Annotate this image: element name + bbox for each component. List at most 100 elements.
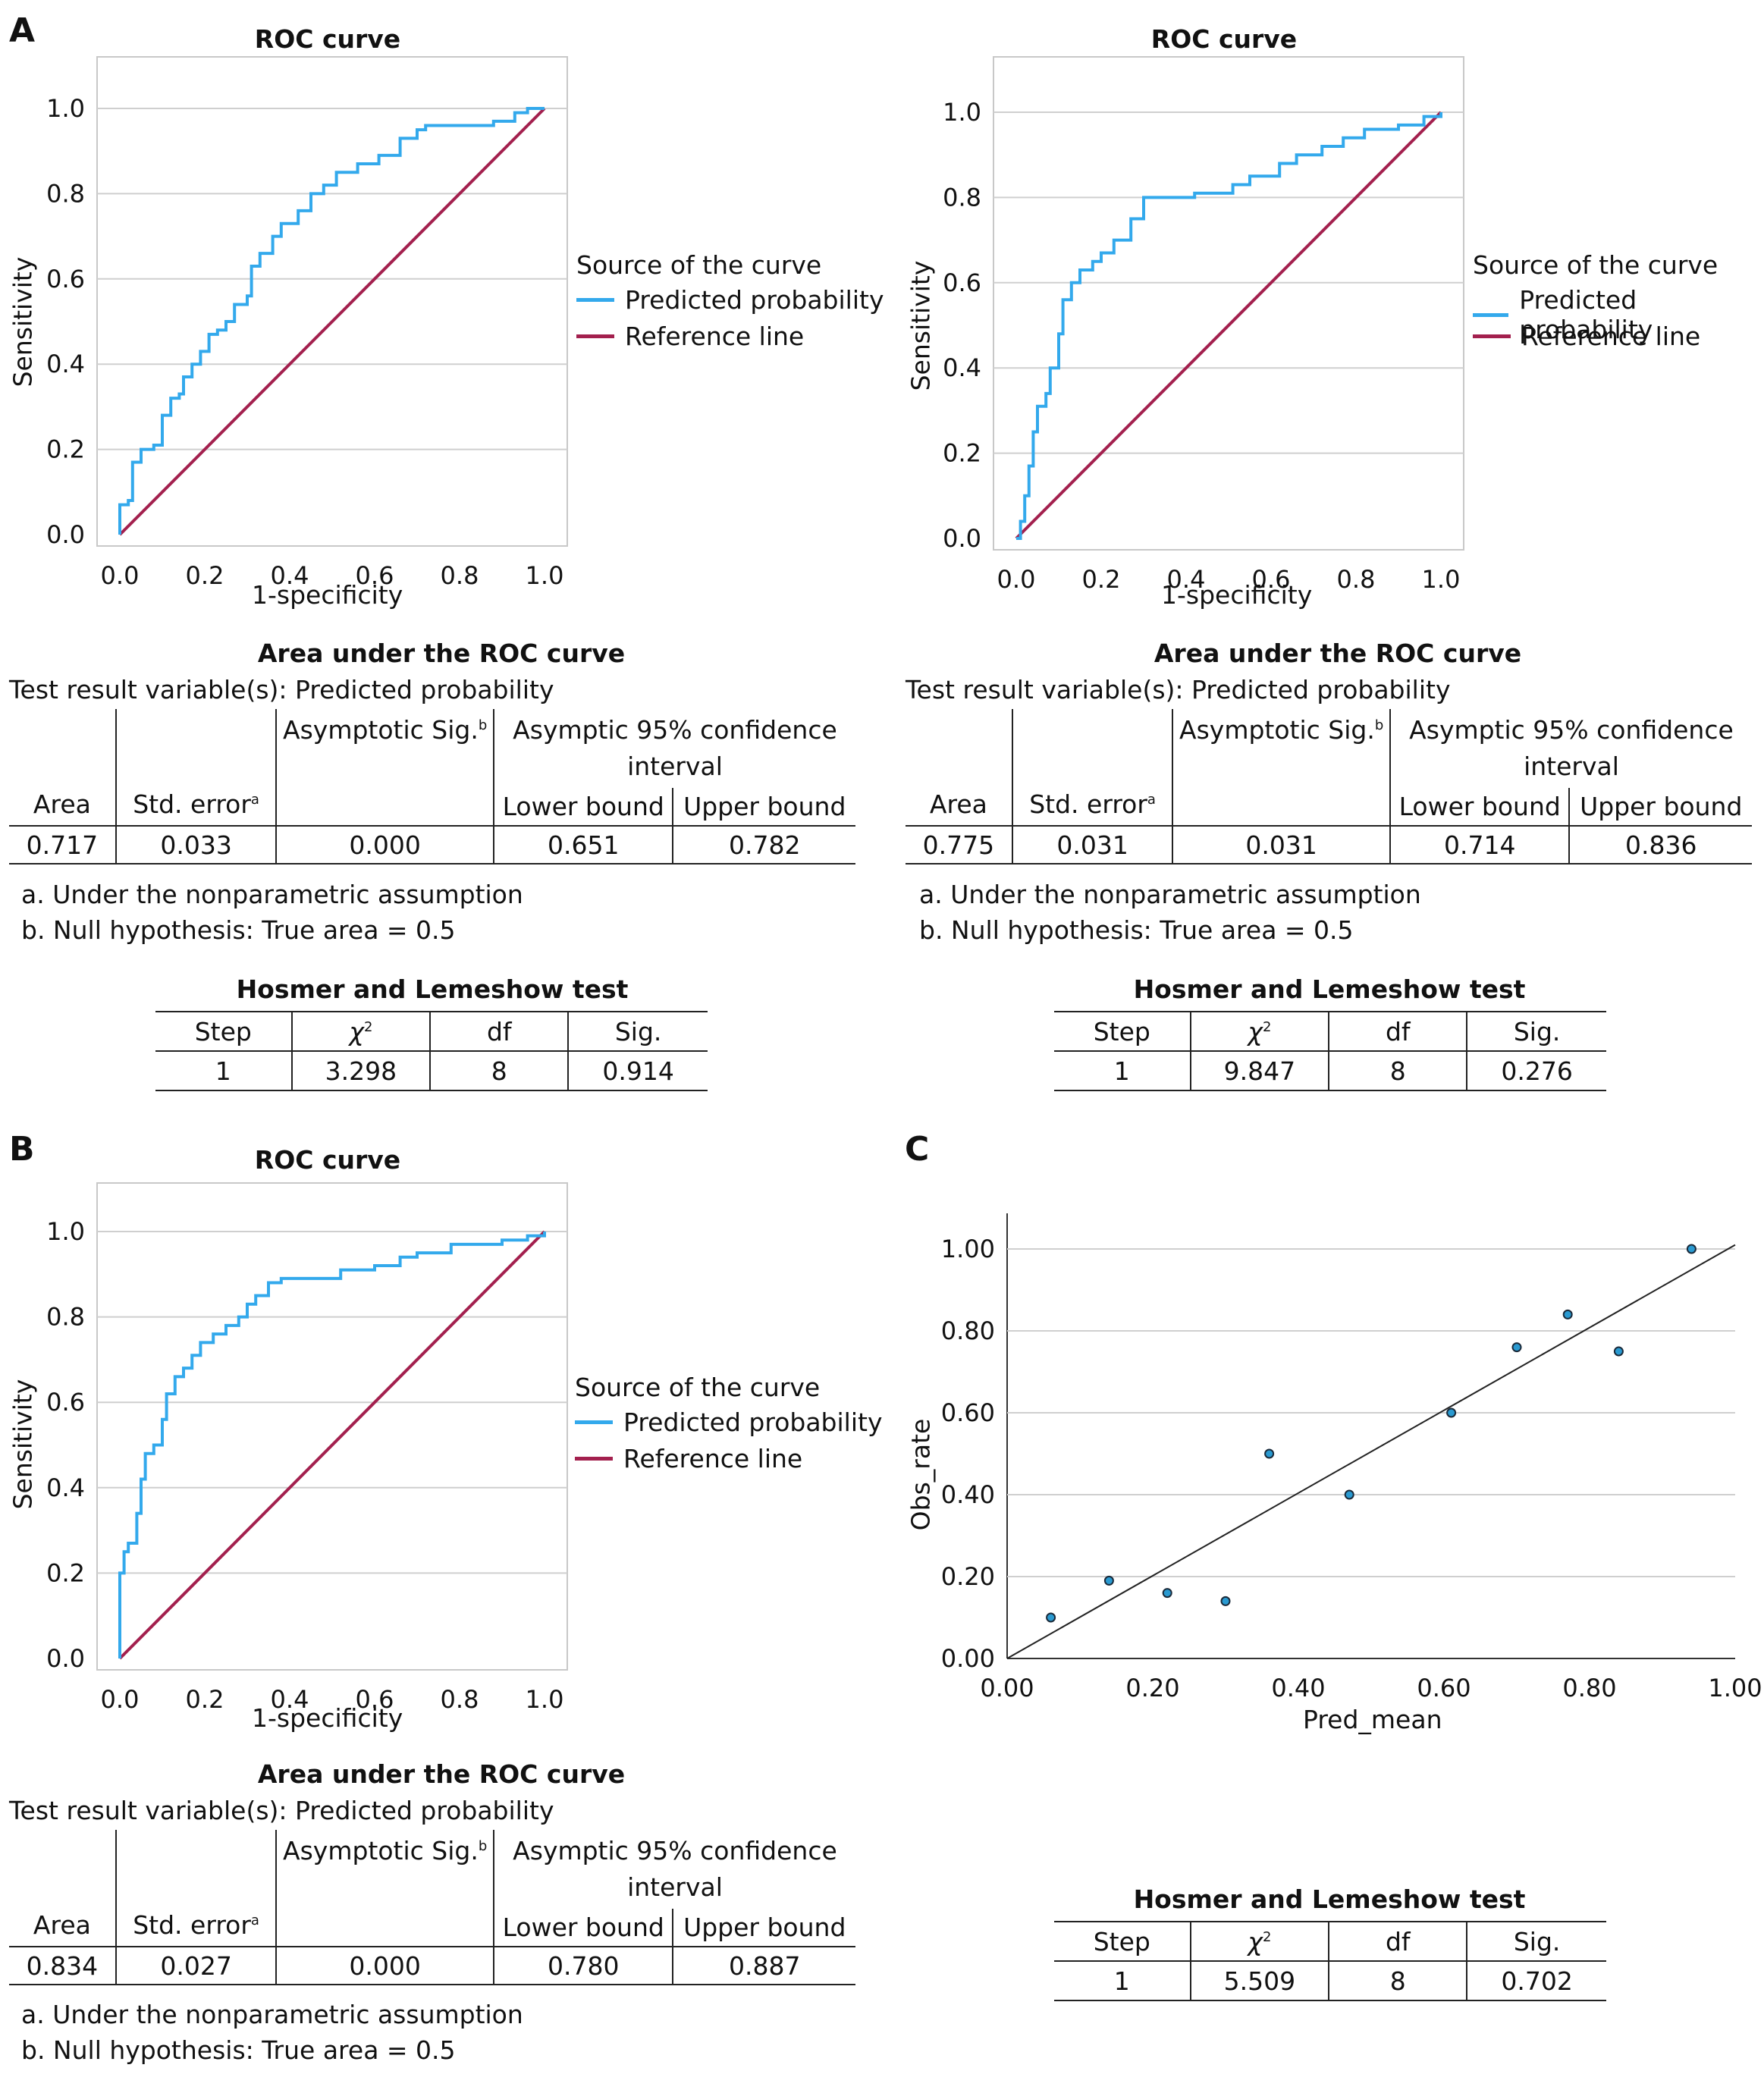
reference-line (1015, 111, 1442, 540)
table-row: 0.717 0.033 0.000 0.651 0.782 (9, 825, 855, 864)
y-tick-label: 1.0 (46, 94, 85, 123)
x-tick-label: 1.00 (1708, 1674, 1762, 1702)
table-row: 1 5.509 8 0.702 (1054, 1961, 1606, 2001)
hl-cell-chi: 5.509 (1189, 1961, 1329, 2001)
scatter-point (1613, 1346, 1624, 1357)
cell-lower: 0.780 (492, 1946, 673, 1985)
roc-curve (1016, 112, 1442, 540)
auc-table-title-a-right: Area under the ROC curve (1154, 639, 1522, 668)
legend-swatch-red (576, 334, 614, 338)
cell-area: 0.775 (906, 825, 1012, 864)
cell-upper: 0.836 (1568, 825, 1752, 864)
cell-stderr: 0.033 (115, 825, 277, 864)
legend-swatch-blue (575, 1420, 613, 1424)
x-tick-label: 0.8 (1337, 565, 1376, 594)
y-axis-label-b: Sensitivity (8, 1379, 38, 1510)
hl-col-chi: χ2 (1189, 1011, 1329, 1052)
y-tick-label: 1.00 (941, 1235, 995, 1263)
x-tick-label: 0.60 (1417, 1674, 1471, 1702)
y-tick-label: 0.0 (943, 524, 981, 553)
note-b-b: b. Null hypothesis: True area = 0.5 (21, 2035, 456, 2065)
y-tick-label: 0.2 (943, 439, 981, 468)
y-tick-label: 0.2 (46, 1558, 85, 1587)
table-row: 0.775 0.031 0.031 0.714 0.836 (906, 825, 1752, 864)
col-upper-header: Upper bound (1568, 788, 1752, 826)
panel-letter-a: A (9, 11, 36, 50)
auc-table-b: Area Std. errora Asymptotic Sig.b Asympt… (9, 1830, 855, 1985)
hl-col-df: df (429, 1011, 569, 1052)
y-tick-label: 0.6 (46, 1388, 85, 1417)
col-stderr-header: Std. errora (1011, 709, 1173, 826)
hl-cell-step: 1 (1054, 1051, 1191, 1091)
hl-table-title-a-right: Hosmer and Lemeshow test (1133, 974, 1526, 1004)
legend-title-b: Source of the curve (575, 1373, 821, 1402)
hl-cell-df: 8 (429, 1051, 569, 1091)
col-sig-header: Asymptotic Sig.b (275, 709, 494, 826)
y-tick-label: 1.0 (943, 98, 981, 127)
legend-item-reference-a-right: Reference line (1473, 322, 1700, 351)
auc-table-title-b: Area under the ROC curve (257, 1759, 626, 1789)
y-tick-label: 0.8 (46, 1303, 85, 1332)
legend-label: Reference line (625, 322, 805, 351)
hl-col-sig: Sig. (567, 1011, 708, 1052)
y-tick-label: 0.6 (943, 268, 981, 297)
col-area-header: Area (929, 789, 987, 819)
cell-stderr: 0.031 (1011, 825, 1173, 864)
table-row: 1 3.298 8 0.914 (155, 1051, 708, 1091)
x-tick-label: 0.6 (1252, 565, 1291, 594)
panel-letter-c: C (905, 1130, 930, 1169)
hl-col-step: Step (155, 1011, 292, 1052)
x-tick-label: 0.8 (441, 561, 479, 590)
cell-lower: 0.651 (492, 825, 673, 864)
table-row: 0.834 0.027 0.000 0.780 0.887 (9, 1946, 855, 1985)
x-tick-label: 0.00 (980, 1674, 1034, 1702)
col-stderr-header: Std. errora (115, 1830, 277, 1947)
cell-sig: 0.000 (275, 825, 494, 864)
hl-cell-sig: 0.702 (1466, 1961, 1606, 2001)
scatter-point (1264, 1448, 1275, 1459)
cell-stderr: 0.027 (115, 1946, 277, 1985)
x-tick-label: 0.2 (1082, 565, 1121, 594)
legend-label: Predicted probability (623, 1407, 883, 1437)
hl-table-title-a-left: Hosmer and Lemeshow test (236, 974, 629, 1004)
col-upper-header: Upper bound (672, 788, 855, 826)
y-tick-label: 0.80 (941, 1316, 995, 1345)
roc-curve (118, 107, 545, 535)
note-a-a-left: a. Under the nonparametric assumption (21, 880, 523, 909)
legend-swatch-blue (1473, 312, 1509, 317)
plot-frame (96, 1182, 568, 1671)
col-lower-header: Lower bound (492, 1909, 673, 1947)
hl-cell-df: 8 (1328, 1051, 1467, 1091)
legend-label: Predicted probability (1519, 285, 1653, 344)
y-tick-label: 0.00 (941, 1644, 995, 1673)
col-ci-header: Asymptic 95% confidence interval (492, 709, 855, 788)
scatter-point (1103, 1575, 1114, 1586)
y-tick-label: 1.0 (46, 1217, 85, 1246)
auc-table-subtitle-b: Test result variable(s): Predicted proba… (9, 1796, 554, 1825)
scatter-point (1344, 1489, 1354, 1500)
hl-col-df: df (1328, 1011, 1467, 1052)
cell-area: 0.834 (9, 1946, 116, 1985)
x-tick-label: 0.40 (1271, 1674, 1325, 1702)
col-stderr-header: Std. errora (115, 709, 277, 826)
hl-col-sig: Sig. (1466, 1011, 1606, 1052)
hl-cell-sig: 0.914 (567, 1051, 708, 1091)
x-tick-label: 0.4 (271, 1685, 309, 1714)
scatter-point (1162, 1588, 1172, 1599)
note-b-a-left: b. Null hypothesis: True area = 0.5 (21, 915, 456, 945)
x-axis-label-c: Pred_mean (1303, 1705, 1442, 1734)
col-sig-header: Asymptotic Sig.b (275, 1830, 494, 1947)
scatter-point (1220, 1596, 1231, 1606)
legend-label: Predicted probability (625, 285, 884, 315)
hl-col-chi: χ2 (290, 1011, 431, 1052)
note-a-b: a. Under the nonparametric assumption (21, 2000, 523, 2029)
x-tick-label: 0.20 (1125, 1674, 1179, 1702)
legend-item-predicted-a-right: Predicted probability (1473, 285, 1764, 344)
y-tick-label: 0.4 (46, 350, 85, 378)
scatter-point (1562, 1309, 1573, 1320)
legend-label: Reference line (623, 1444, 803, 1473)
x-tick-label: 0.2 (186, 561, 224, 590)
legend-item-reference-b: Reference line (575, 1444, 802, 1473)
hl-cell-df: 8 (1328, 1961, 1467, 2001)
